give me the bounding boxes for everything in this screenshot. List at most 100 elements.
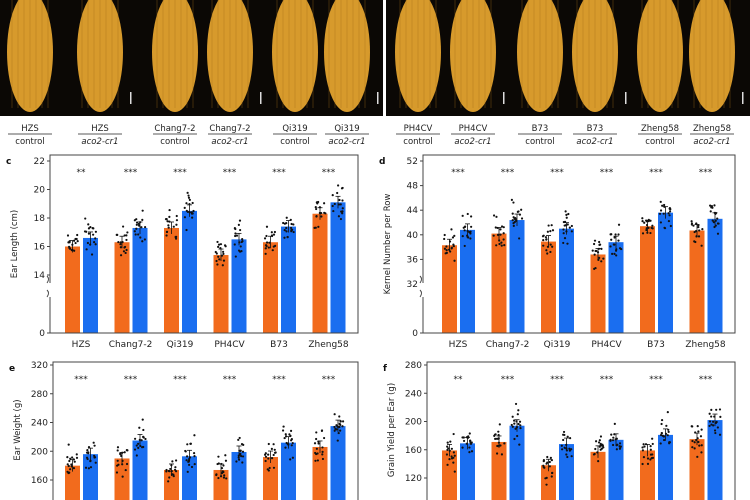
data-point (467, 435, 470, 438)
ear-line-label: HZS (21, 124, 39, 134)
data-point (121, 240, 124, 244)
data-point (697, 225, 700, 229)
data-point (549, 250, 552, 254)
bar-control (491, 441, 507, 500)
data-point (710, 206, 713, 209)
data-point (134, 233, 137, 236)
data-point (694, 431, 697, 434)
data-point (658, 212, 662, 215)
data-point (598, 445, 601, 448)
data-point (193, 455, 196, 458)
bar-control (442, 245, 457, 333)
bar-aco2-cr1 (182, 456, 197, 500)
data-point (264, 252, 267, 255)
data-point (551, 471, 554, 474)
data-point (174, 237, 178, 240)
data-point (238, 219, 242, 222)
data-point (337, 431, 340, 435)
data-point (448, 449, 451, 452)
data-point (614, 438, 617, 441)
data-point (664, 432, 668, 435)
data-point (711, 219, 714, 222)
data-point (219, 475, 223, 478)
panel-letter: d (379, 157, 385, 167)
data-point (566, 223, 569, 226)
data-point (600, 247, 603, 250)
data-point (320, 215, 323, 218)
data-point (513, 419, 516, 422)
data-point (448, 240, 452, 243)
data-point (138, 426, 141, 429)
bar-aco2-cr1 (707, 420, 723, 500)
data-point (316, 452, 319, 455)
bar-aco2-cr1 (707, 218, 723, 333)
data-point (87, 223, 90, 226)
data-point (597, 441, 601, 444)
data-point (610, 433, 613, 436)
data-point (137, 442, 140, 445)
data-point (222, 464, 225, 467)
data-point (445, 453, 449, 456)
data-point (186, 191, 189, 194)
bar-control (312, 446, 328, 500)
data-point (339, 203, 342, 206)
data-point (223, 474, 226, 477)
data-point (450, 447, 453, 450)
data-point (517, 210, 520, 213)
y-tick-label: 20 (34, 186, 46, 196)
data-point (647, 226, 650, 229)
scale-bar (130, 92, 132, 104)
data-point (598, 439, 601, 442)
data-point (660, 422, 663, 426)
data-point (594, 447, 597, 451)
data-point (597, 460, 600, 463)
data-point (563, 446, 566, 449)
chart-panel-c: c 0 14 16 18 20 22 Ear Length (cm) ** HZS *** Chang… (6, 154, 359, 350)
data-point (595, 249, 598, 253)
data-point (713, 225, 716, 229)
data-point (125, 238, 128, 242)
data-point (451, 236, 455, 239)
data-point (448, 458, 451, 461)
data-point (452, 451, 455, 454)
bar-aco2-cr1 (330, 426, 346, 500)
significance-label: ** (77, 168, 87, 178)
axis-break (46, 283, 54, 297)
data-point (84, 217, 87, 220)
y-tick-label: 22 (34, 157, 45, 167)
data-point (596, 251, 600, 254)
data-point (239, 228, 242, 232)
data-point (272, 233, 276, 236)
chart-panel-f: f 120 160 200 240 280 Grain Yield per Ear (g) *… (383, 361, 736, 500)
data-point (217, 255, 220, 258)
data-point (645, 220, 649, 223)
data-point (669, 224, 672, 228)
data-point (70, 463, 73, 466)
data-point (191, 212, 194, 215)
significance-label: *** (173, 168, 187, 178)
bar-aco2-cr1 (658, 212, 673, 333)
data-point (282, 221, 285, 225)
data-point (267, 442, 270, 446)
data-point (289, 218, 292, 221)
bar-control (65, 465, 80, 500)
data-point (666, 411, 669, 414)
data-point (86, 449, 89, 452)
data-point (550, 475, 553, 478)
data-point (338, 425, 341, 429)
bar-aco2-cr1 (83, 237, 98, 333)
data-point (513, 437, 516, 441)
data-point (140, 226, 143, 229)
data-point (716, 217, 719, 220)
data-point (642, 443, 645, 446)
data-point (336, 191, 339, 195)
data-point (561, 448, 564, 451)
x-tick-label: Zheng58 (308, 340, 349, 350)
data-point (512, 216, 515, 219)
data-point (237, 438, 240, 441)
ear-line-label: PH4CV (404, 124, 433, 134)
data-point (562, 438, 565, 442)
data-point (87, 227, 91, 230)
data-point (267, 457, 270, 460)
data-point (615, 444, 618, 447)
